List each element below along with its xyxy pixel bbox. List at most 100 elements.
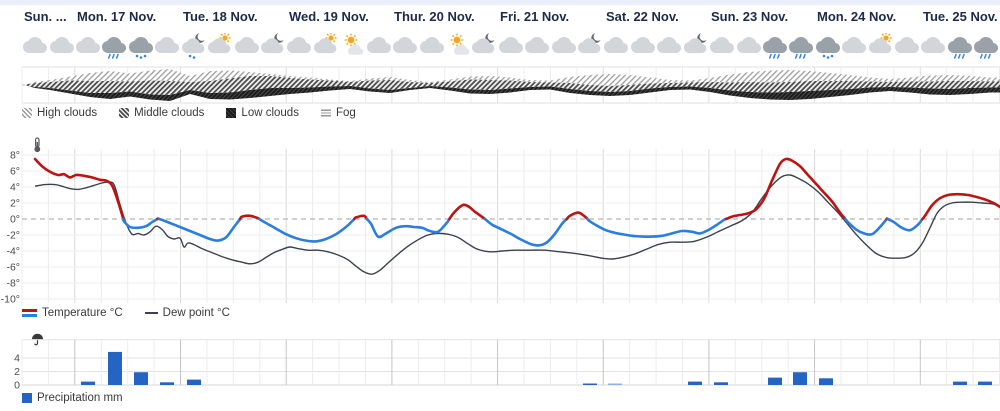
precip-bar [160, 382, 174, 385]
precip-bar [688, 381, 702, 385]
precip-bar [768, 377, 782, 385]
precip-axis-tick: 0 [14, 380, 20, 391]
temperature-line-segment [921, 192, 1000, 221]
legend-label: Low clouds [241, 107, 299, 119]
rain-weather-icon [947, 33, 972, 60]
temp-axis-tick: -2° [6, 230, 20, 242]
cloud-weather-icon [657, 33, 682, 60]
legend-label: Precipitation mm [37, 392, 123, 404]
legend-label: Fog [335, 107, 356, 119]
temperature-line-segment [258, 217, 356, 243]
rain-weather-icon [974, 33, 999, 60]
day-label: Wed. 19 Nov. [289, 9, 369, 24]
precipitation-swatch-icon [22, 393, 32, 403]
sun-cloud-weather-icon [868, 32, 893, 60]
middle-clouds-swatch-icon [119, 108, 130, 118]
temperature-legend: Temperature °C Dew point °C [22, 307, 230, 319]
moon-cloud-weather-icon [683, 33, 708, 60]
sleet-weather-icon [128, 33, 153, 60]
dew-point-line [34, 174, 1000, 275]
precip-axis-tick: 4 [14, 353, 20, 365]
precip-bar [187, 379, 201, 385]
cloud-weather-icon [604, 33, 629, 60]
day-label: Tue. 18 Nov. [183, 9, 258, 24]
day-label: Thur. 20 Nov. [394, 9, 475, 24]
legend-label: Dew point °C [162, 307, 230, 319]
cloud-weather-icon [366, 33, 391, 60]
temperature-line-segment [886, 217, 924, 232]
cloud-weather-icon [76, 33, 101, 60]
cloud-weather-icon [710, 33, 735, 60]
temp-axis-tick: 4° [10, 182, 20, 194]
temperature-line-segment [121, 217, 159, 230]
cloud-weather-icon [155, 33, 180, 60]
sleet-weather-icon [815, 33, 840, 60]
temp-axis-tick: 6° [10, 166, 20, 178]
cloud-weather-icon [234, 33, 259, 60]
day-label: Sun. ... [24, 9, 67, 24]
day-label: Fri. 21 Nov. [500, 9, 570, 24]
dew-point-swatch-icon [144, 311, 158, 315]
temperature-line-segment [365, 217, 451, 239]
temperature-chart: 8° 6° 4° 2° 0° -2° -4° -6° -8° -10° [0, 145, 1000, 306]
temp-axis-tick: -8° [6, 278, 20, 290]
rain-weather-icon [102, 33, 127, 60]
precip-bar [953, 381, 967, 385]
precip-bar [81, 381, 95, 385]
legend-label: Middle clouds [134, 107, 205, 119]
rain-weather-icon [789, 33, 814, 60]
high-clouds-band [22, 69, 1000, 86]
sun-weather-icon [340, 33, 364, 60]
sun-cloud-weather-icon [313, 32, 338, 60]
cloud-weather-icon [842, 33, 867, 60]
temp-axis-tick: -10° [1, 294, 20, 306]
moon-cloud-weather-icon [472, 33, 496, 60]
precip-axis-tick: 2 [14, 366, 20, 378]
top-accent-bar [0, 0, 1000, 5]
temp-axis-tick: 2° [10, 198, 20, 210]
day-label: Mon. 24 Nov. [817, 9, 897, 24]
legend-fog: Fog [320, 107, 356, 119]
precipitation-legend: Precipitation mm [22, 392, 123, 404]
cloud-weather-icon [49, 33, 74, 60]
thermometer-icon [32, 137, 43, 158]
temperature-line-segment [33, 157, 125, 221]
legend-middle-clouds: Middle clouds [119, 107, 204, 119]
low-clouds-band [22, 85, 1000, 101]
temperature-line-segment [586, 217, 728, 238]
temp-axis-tick: -4° [6, 246, 20, 258]
fog-swatch-icon [320, 108, 331, 118]
precip-bar [714, 382, 728, 385]
legend-label: High clouds [37, 107, 98, 119]
cloud-weather-icon [23, 33, 48, 60]
legend-precipitation: Precipitation mm [22, 392, 123, 404]
legend-temperature: Temperature °C [22, 307, 123, 319]
day-label: Sun. 23 Nov. [711, 9, 789, 24]
legend-high-clouds: High clouds [22, 107, 97, 119]
rain-weather-icon [762, 33, 787, 60]
precip-bar [978, 381, 992, 385]
moon-cloud-weather-icon [260, 33, 285, 60]
day-label: Mon. 17 Nov. [77, 9, 157, 24]
precip-bar [608, 383, 622, 385]
cloud-weather-icon [419, 33, 444, 60]
day-label: Tue. 25 Nov. [923, 9, 998, 24]
temperature-line-segment [448, 203, 487, 221]
temp-axis-tick: 0° [10, 214, 20, 226]
cloud-weather-icon [895, 33, 920, 60]
cloud-weather-icon [736, 33, 761, 60]
moon-cloud-weather-icon [578, 33, 602, 60]
cloud-cover-chart [0, 66, 1000, 104]
middle-clouds-band [22, 76, 1000, 95]
cloud-weather-icon [393, 33, 418, 60]
cloud-weather-icon [287, 33, 312, 60]
cloud-weather-icon [921, 33, 946, 60]
temperature-line-segment [157, 217, 242, 242]
legend-dew-point: Dew point °C [144, 307, 230, 319]
cloud-weather-icon [498, 33, 523, 60]
cloud-weather-icon [630, 33, 655, 60]
precip-bar [819, 378, 833, 386]
temperature-line-segment [724, 157, 847, 221]
low-clouds-swatch-icon [226, 108, 237, 118]
